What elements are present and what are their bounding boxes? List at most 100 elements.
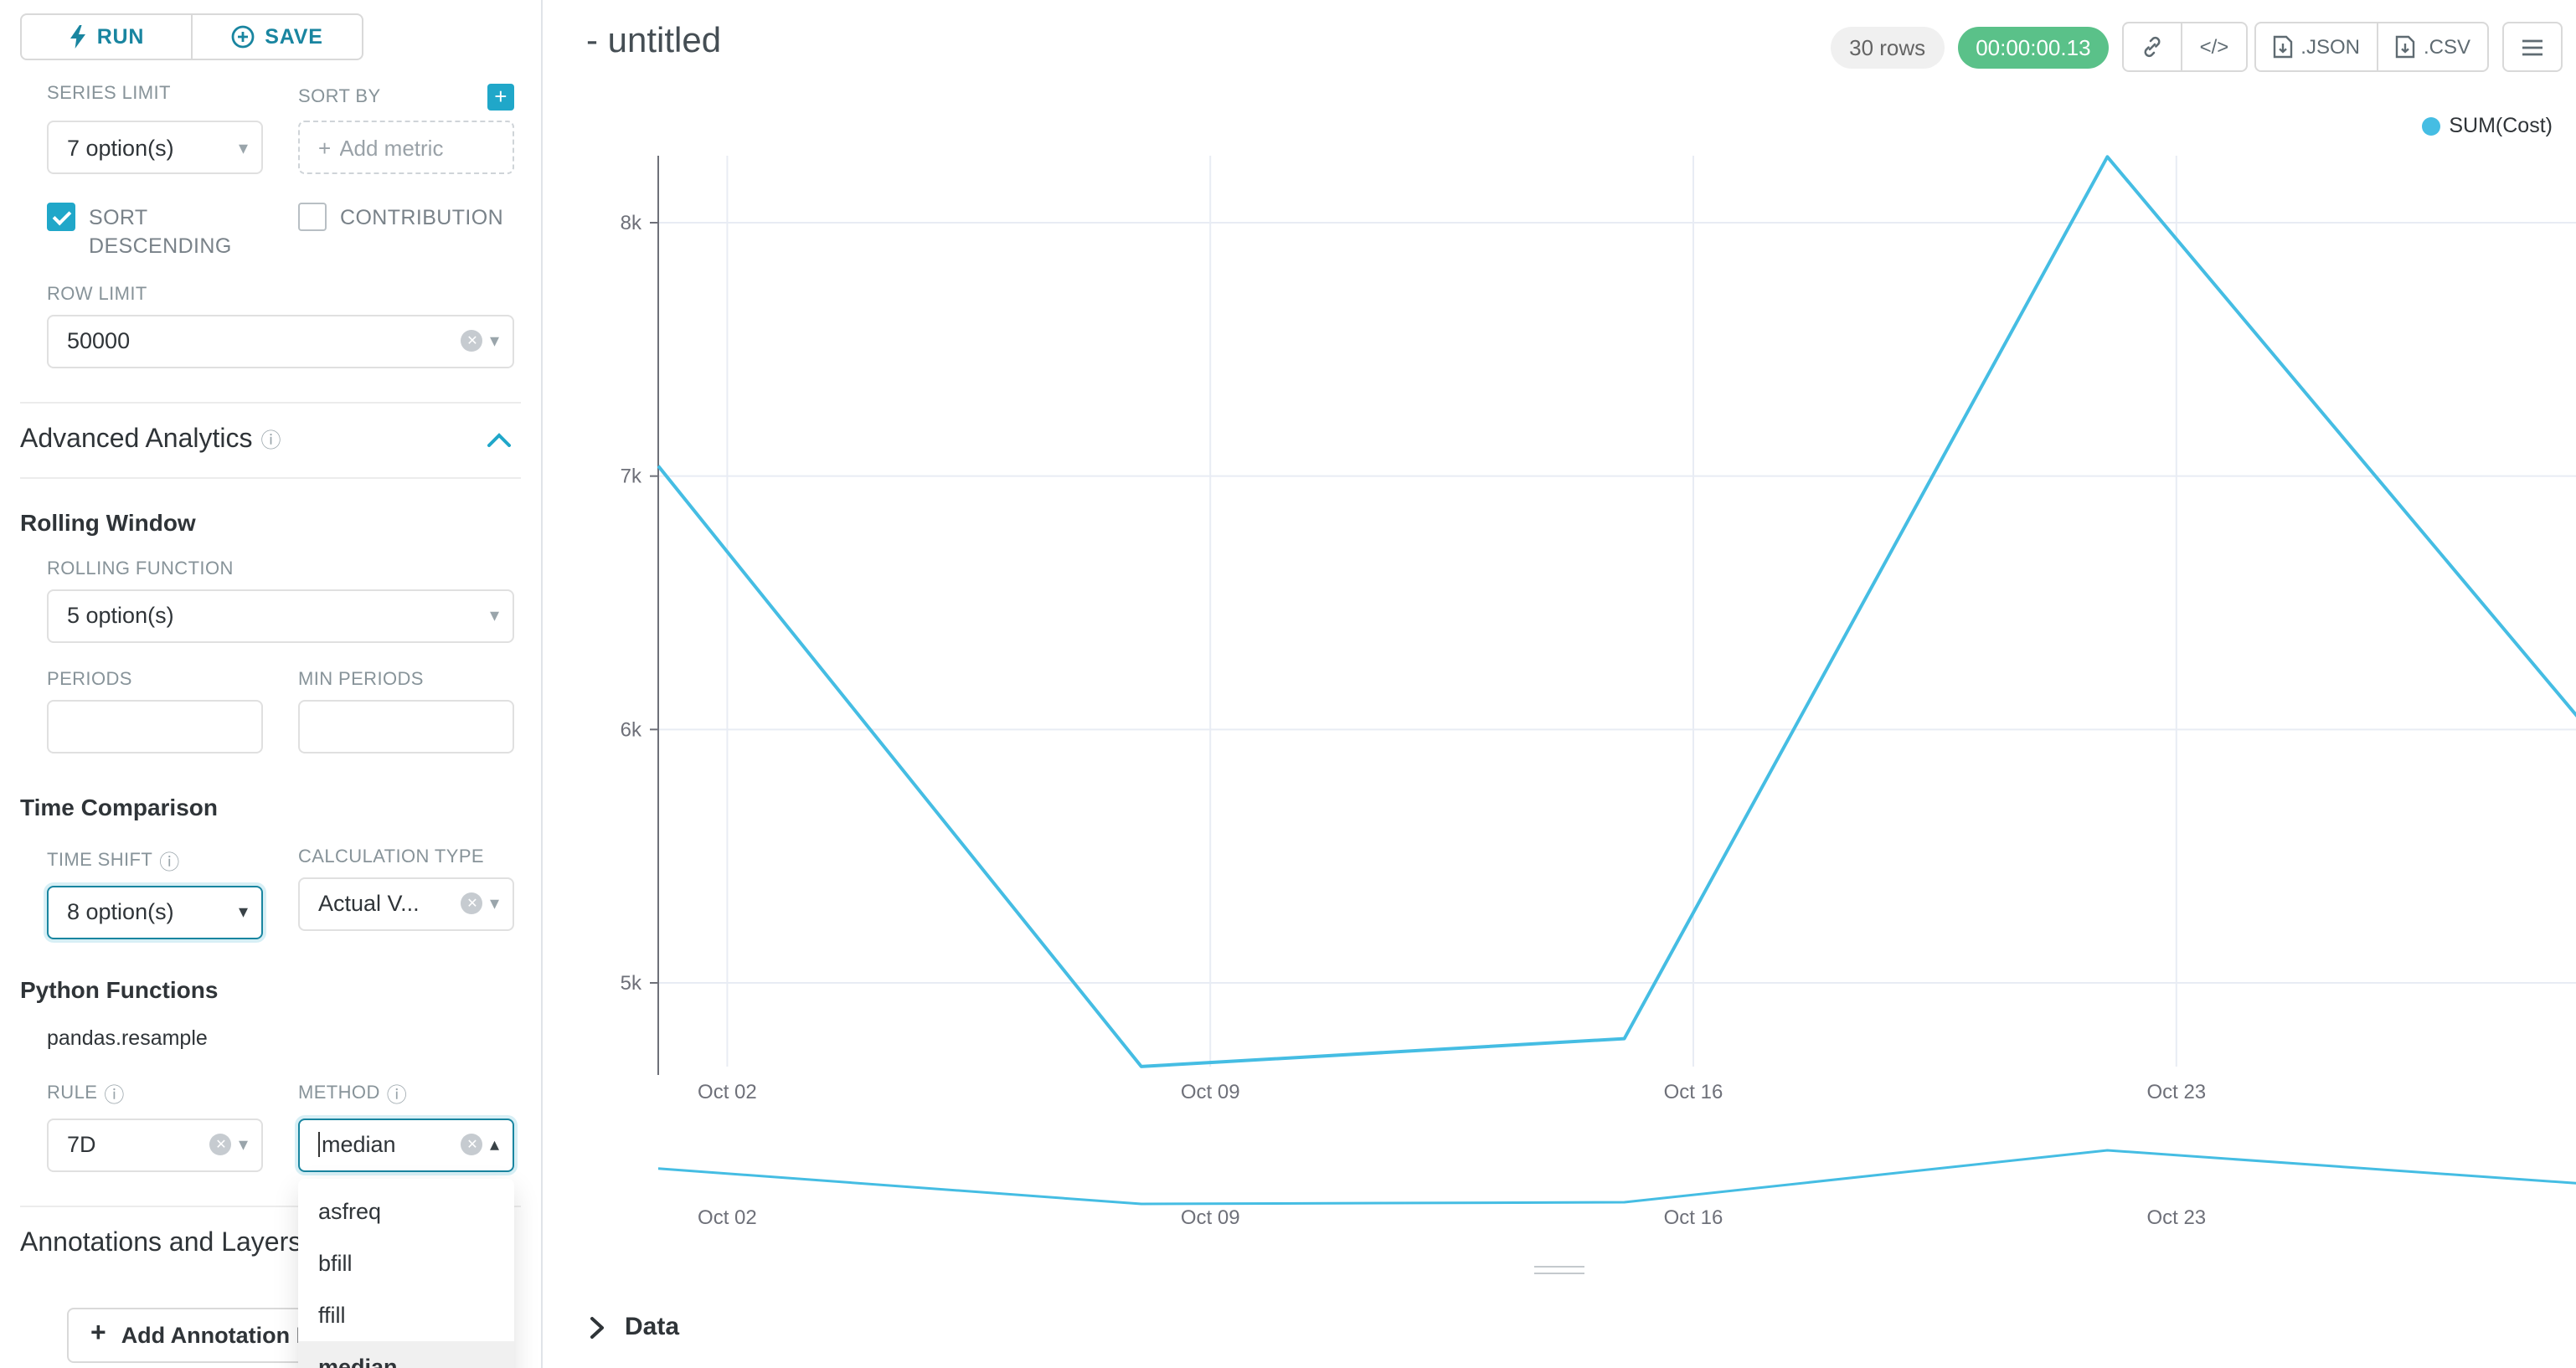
periods-label: PERIODS (47, 669, 132, 690)
clear-icon[interactable]: ✕ (461, 330, 483, 352)
series-limit-label: SERIES LIMIT (47, 84, 171, 104)
add-metric-plus-button[interactable]: + (487, 84, 514, 111)
method-option-asfreq[interactable]: asfreq (318, 1198, 382, 1224)
time-comparison-title: Time Comparison (20, 793, 218, 820)
controls-sidebar: RUN SAVE SERIES LIMIT SORT BY + (0, 0, 543, 1368)
periods-input[interactable] (47, 699, 263, 753)
rule-label: RULE ⓘ (47, 1080, 263, 1108)
annotations-header[interactable]: Annotations and Layers (20, 1228, 302, 1257)
sort-by-label: SORT BY + (298, 84, 514, 111)
save-button[interactable]: SAVE (191, 13, 363, 60)
method-option-median[interactable]: median (298, 1340, 514, 1368)
panel-resize-handle[interactable] (1534, 1266, 1584, 1274)
chevron-down-icon: ▾ (489, 332, 499, 352)
clear-icon[interactable]: ✕ (461, 1134, 483, 1156)
chevron-up-icon: ▴ (489, 1135, 499, 1156)
copy-link-button[interactable] (2122, 22, 2183, 72)
chevron-right-icon (590, 1316, 604, 1338)
link-icon (2145, 36, 2161, 58)
method-select[interactable]: median ✕ ▴ (298, 1118, 514, 1172)
method-value: median (322, 1132, 396, 1158)
run-button[interactable]: RUN (20, 13, 193, 60)
info-icon: ⓘ (386, 1083, 408, 1107)
svg-text:Oct 02: Oct 02 (698, 1206, 757, 1229)
legend-item[interactable]: SUM(Cost) (2422, 114, 2553, 137)
rolling-window-title: Rolling Window (20, 508, 196, 536)
series-limit-select[interactable]: 7 option(s) ▾ (47, 121, 263, 174)
method-dropdown-menu: asfreq bfill ffill median (298, 1178, 514, 1368)
text-cursor (318, 1132, 320, 1158)
legend-dot-icon (2422, 116, 2441, 135)
run-save-group: RUN SAVE (20, 13, 363, 60)
rolling-function-select[interactable]: 5 option(s) ▾ (47, 589, 514, 643)
svg-text:Oct 23: Oct 23 (2146, 1081, 2206, 1103)
calculation-type-label: CALCULATION TYPE (298, 846, 484, 867)
info-icon: ⓘ (159, 850, 180, 874)
plus-icon: + (318, 135, 332, 160)
svg-text:Oct 16: Oct 16 (1664, 1081, 1723, 1103)
info-icon: ⓘ (104, 1083, 125, 1107)
method-option-bfill[interactable]: bfill (318, 1250, 353, 1276)
calculation-type-select[interactable]: Actual V... ✕ ▾ (298, 877, 514, 931)
legend-label: SUM(Cost) (2449, 114, 2553, 137)
svg-text:6k: 6k (621, 718, 642, 741)
chart-title[interactable]: - untitled (586, 22, 722, 60)
row-limit-select[interactable]: 50000 ✕ ▾ (47, 314, 514, 368)
download-file-icon (2395, 35, 2415, 59)
chart-menu-button[interactable] (2502, 22, 2563, 72)
min-periods-label: MIN PERIODS (298, 669, 424, 690)
time-shift-label: TIME SHIFT ⓘ (47, 847, 263, 876)
divider (20, 476, 521, 479)
python-functions-title: Python Functions (20, 975, 219, 1003)
svg-text:Oct 09: Oct 09 (1181, 1081, 1240, 1103)
hamburger-menu-icon (2522, 39, 2543, 55)
row-limit-label: ROW LIMIT (47, 284, 147, 305)
plus-icon: + (90, 1319, 106, 1349)
divider (20, 1205, 521, 1207)
chevron-down-icon: ▾ (489, 894, 499, 915)
export-csv-button[interactable]: .CSV (2376, 22, 2489, 72)
min-periods-input[interactable] (298, 699, 514, 753)
sort-descending-label: SORT DESCENDING (89, 206, 232, 258)
sort-by-add-metric[interactable]: + Add metric (298, 121, 514, 174)
code-icon: </> (2199, 35, 2229, 59)
divider (20, 401, 521, 404)
json-label: .JSON (2300, 35, 2360, 59)
data-panel-label: Data (625, 1313, 680, 1341)
chart-panel: - untitled 30 rows 00:00:00.13 </> .JSON (543, 0, 2576, 1368)
time-shift-select[interactable]: 8 option(s) ▾ (47, 885, 263, 939)
chevron-down-icon: ▾ (489, 606, 499, 627)
advanced-analytics-header[interactable]: Advanced Analytics ⓘ (20, 404, 521, 477)
csv-label: .CSV (2423, 35, 2470, 59)
svg-text:7k: 7k (621, 465, 642, 488)
svg-text:5k: 5k (621, 972, 642, 995)
pandas-resample-label: pandas.resample (47, 1026, 208, 1050)
embed-code-button[interactable]: </> (2181, 22, 2248, 72)
chevron-down-icon: ▾ (238, 138, 248, 158)
data-panel-toggle[interactable]: Data (590, 1313, 679, 1341)
chart-header-actions: 30 rows 00:00:00.13 </> .JSON .CSV (1831, 22, 2563, 72)
plus-circle-icon (231, 25, 255, 49)
method-option-ffill[interactable]: ffill (318, 1302, 346, 1328)
chevron-down-icon: ▾ (238, 1135, 248, 1156)
method-label: METHOD ⓘ (298, 1080, 514, 1108)
chevron-up-icon[interactable] (487, 433, 511, 448)
export-json-button[interactable]: .JSON (2254, 22, 2378, 72)
chart-canvas: 8k 7k 6k 5k Oct 02 Oct 02 Oct 09 Oct 09 Oct 16 Oc… (621, 155, 2576, 1229)
contribution-checkbox[interactable] (298, 203, 327, 231)
export-buttons: .JSON .CSV (2254, 22, 2489, 72)
rows-badge: 30 rows (1831, 26, 1945, 68)
svg-text:Oct 02: Oct 02 (698, 1081, 757, 1103)
chevron-down-icon: ▾ (238, 903, 248, 923)
rolling-function-label: ROLLING FUNCTION (47, 558, 234, 579)
svg-text:Oct 16: Oct 16 (1664, 1206, 1723, 1229)
run-label: RUN (96, 25, 145, 49)
save-label: SAVE (265, 25, 323, 49)
sort-descending-checkbox[interactable] (47, 203, 75, 231)
info-icon: ⓘ (260, 429, 281, 453)
rule-select[interactable]: 7D ✕ ▾ (47, 1118, 263, 1172)
download-file-icon (2273, 35, 2292, 59)
clear-icon[interactable]: ✕ (209, 1134, 232, 1156)
clear-icon[interactable]: ✕ (461, 892, 483, 915)
